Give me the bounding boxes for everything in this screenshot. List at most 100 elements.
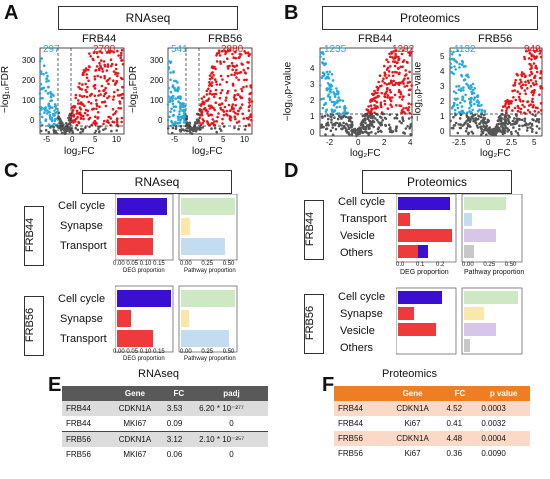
volcano-point	[218, 54, 222, 57]
volcano-point	[53, 103, 57, 106]
volcano-point	[390, 96, 394, 99]
volcano-point	[395, 71, 398, 74]
volcano-point	[332, 91, 335, 94]
volcano-point	[208, 107, 212, 110]
volcano-point	[248, 98, 251, 102]
volcano-point	[169, 61, 172, 64]
volcano-point	[100, 101, 104, 104]
volcano-point	[399, 65, 402, 69]
volcano-point	[115, 129, 118, 132]
volcano-point	[397, 58, 400, 62]
volcano-a2-points	[166, 49, 254, 135]
volcano-point	[49, 95, 53, 99]
volcano-point	[519, 110, 522, 114]
volcano-point	[536, 106, 539, 110]
volcano-a1-title: FRB44	[82, 33, 117, 45]
volcano-point	[237, 93, 240, 96]
volcano-point	[369, 116, 372, 119]
volcano-point	[329, 85, 333, 88]
volcano-point	[192, 129, 195, 133]
volcano-point	[455, 85, 458, 88]
volcano-point	[213, 126, 217, 130]
volcano-point	[242, 68, 245, 72]
volcano-point	[406, 77, 410, 80]
volcano-point	[408, 70, 411, 74]
volcano-point	[534, 114, 537, 117]
volcano-point	[377, 80, 380, 84]
volcano-point	[338, 115, 341, 119]
volcano-point	[220, 49, 224, 53]
d-g1-path-transport	[464, 213, 472, 226]
volcano-point	[528, 122, 532, 125]
volcano-point	[321, 106, 325, 110]
volcano-point	[401, 80, 404, 83]
c-g2-deg-synapse	[117, 310, 131, 327]
volcano-point	[211, 65, 214, 68]
volcano-point	[102, 128, 105, 132]
volcano-point	[520, 73, 523, 76]
volcano-point	[535, 56, 538, 59]
volcano-point	[107, 121, 110, 124]
volcano-point	[323, 114, 327, 118]
volcano-a2-ytick-100: 100	[150, 96, 164, 105]
volcano-point	[452, 90, 456, 93]
volcano-point	[535, 82, 538, 86]
volcano-point	[86, 109, 90, 112]
volcano-point	[177, 121, 180, 125]
volcano-point	[78, 112, 81, 116]
volcano-point	[225, 80, 229, 84]
volcano-point	[405, 60, 409, 64]
volcano-point	[470, 92, 474, 96]
volcano-point	[210, 113, 213, 117]
volcano-point	[384, 91, 388, 95]
volcano-point	[236, 112, 240, 116]
volcano-point	[325, 88, 329, 92]
c-g2-path-synapse	[181, 310, 189, 327]
volcano-point	[480, 104, 483, 107]
volcano-point	[469, 110, 473, 114]
volcano-point	[194, 129, 198, 133]
volcano-point	[403, 77, 406, 80]
c-g1-path-transport	[181, 238, 225, 255]
volcano-b1-xtick-2: 2	[382, 138, 387, 147]
volcano-point	[407, 106, 411, 109]
volcano-b2	[448, 47, 544, 137]
volcano-point	[221, 78, 224, 81]
volcano-point	[233, 65, 236, 69]
volcano-point	[84, 82, 87, 86]
volcano-point	[399, 92, 403, 96]
volcano-point	[399, 90, 402, 94]
volcano-point	[476, 109, 480, 113]
volcano-point	[71, 119, 74, 122]
volcano-point	[321, 61, 324, 64]
panel-c-g1-row1: Cell cycle	[58, 200, 106, 212]
volcano-point	[325, 70, 329, 74]
volcano-point	[539, 70, 543, 73]
volcano-point	[394, 52, 397, 56]
volcano-point	[200, 114, 203, 117]
volcano-point	[454, 121, 458, 125]
volcano-point	[120, 120, 123, 124]
volcano-point	[39, 82, 43, 86]
volcano-point	[100, 84, 104, 88]
volcano-point	[196, 112, 200, 116]
volcano-point	[92, 51, 96, 54]
volcano-point	[383, 102, 387, 106]
volcano-point	[111, 108, 115, 111]
volcano-point	[97, 127, 100, 131]
volcano-point	[93, 87, 97, 90]
volcano-point	[210, 127, 213, 130]
volcano-point	[42, 72, 45, 76]
volcano-point	[454, 91, 458, 95]
volcano-b1-ytick-0: 0	[310, 128, 315, 137]
volcano-point	[393, 60, 397, 63]
volcano-point	[347, 132, 351, 136]
volcano-point	[523, 89, 527, 92]
volcano-point	[104, 127, 107, 130]
volcano-point	[234, 98, 238, 101]
volcano-point	[476, 117, 480, 121]
volcano-point	[395, 117, 399, 120]
table-f-h3: p value	[489, 389, 518, 398]
volcano-point	[167, 95, 170, 98]
volcano-point	[533, 76, 536, 79]
